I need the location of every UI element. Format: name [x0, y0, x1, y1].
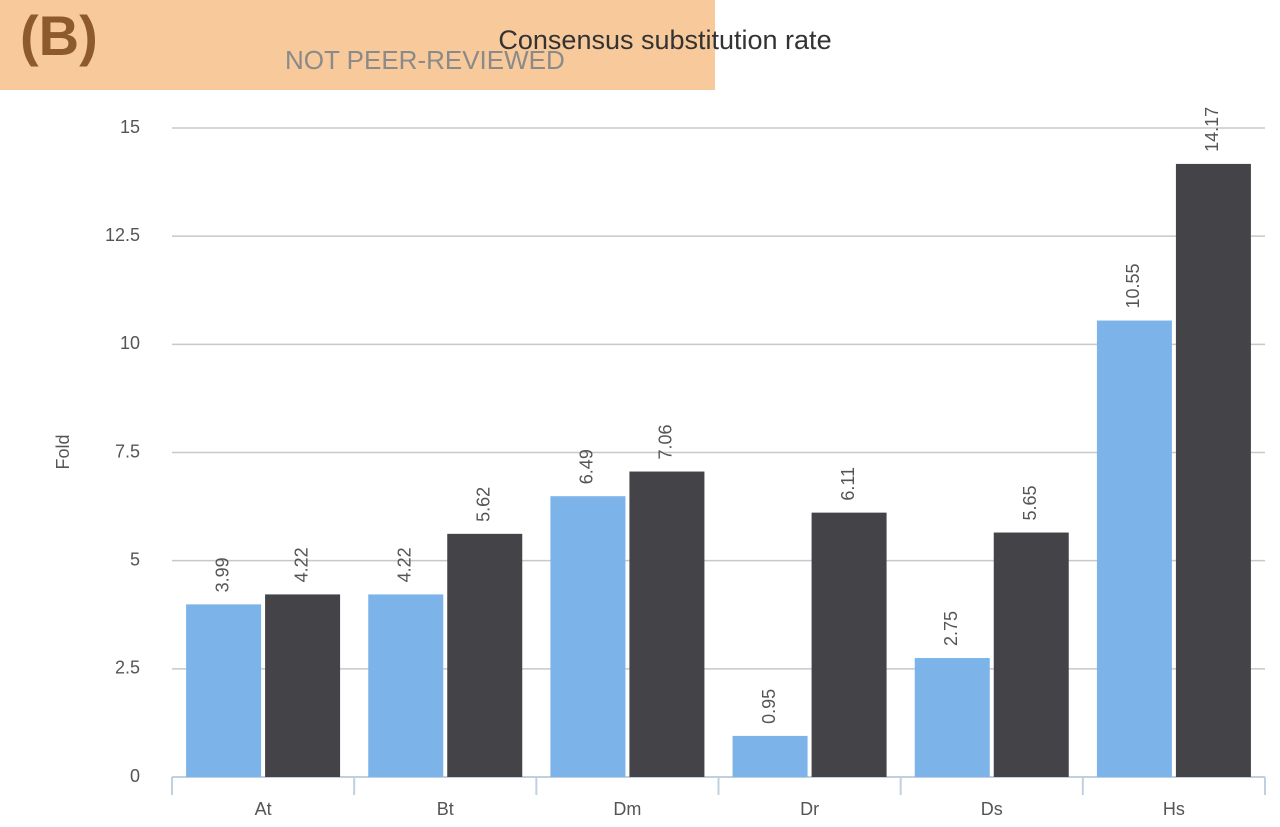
bar [186, 604, 262, 777]
chart-title: Consensus substitution rate [498, 25, 831, 55]
y-tick-label: 12.5 [105, 225, 140, 245]
bar [811, 512, 887, 777]
value-label: 3.99 [212, 557, 232, 592]
value-label: 5.65 [1020, 485, 1040, 520]
bar [447, 533, 523, 777]
y-axis-label: Fold [53, 434, 73, 469]
x-tick-label: Bt [437, 799, 454, 819]
bar [1175, 163, 1251, 778]
x-tick-label: Dr [800, 799, 819, 819]
bar [993, 532, 1069, 777]
value-label: 6.49 [577, 449, 597, 484]
bar [914, 658, 990, 777]
value-label: 4.22 [395, 547, 415, 582]
value-label: 6.11 [838, 467, 858, 501]
y-tick-label: 2.5 [115, 658, 140, 678]
bar [1096, 320, 1172, 777]
watermark: NOT PEER-REVIEWED [285, 45, 565, 75]
x-tick-label: At [255, 799, 272, 819]
label-box [0, 0, 715, 90]
y-tick-label: 7.5 [115, 441, 140, 461]
bar [629, 471, 705, 777]
value-label: 0.95 [759, 689, 779, 724]
bar [732, 735, 808, 777]
bar [265, 594, 341, 777]
bar [368, 594, 444, 777]
x-tick-label: Hs [1163, 799, 1185, 819]
bar [550, 496, 626, 777]
value-label: 10.55 [1123, 263, 1143, 308]
x-tick-label: Dm [613, 799, 641, 819]
y-tick-label: 5 [130, 549, 140, 569]
y-tick-label: 15 [120, 117, 140, 137]
value-label: 5.62 [474, 487, 494, 522]
value-label: 4.22 [291, 547, 311, 582]
panel-label: (B) [20, 4, 98, 67]
value-label: 14.17 [1202, 107, 1222, 152]
value-label: 7.06 [656, 424, 676, 459]
value-label: 2.75 [941, 611, 961, 646]
x-tick-label: Ds [981, 799, 1003, 819]
y-tick-label: 10 [120, 333, 140, 353]
y-tick-label: 0 [130, 766, 140, 786]
